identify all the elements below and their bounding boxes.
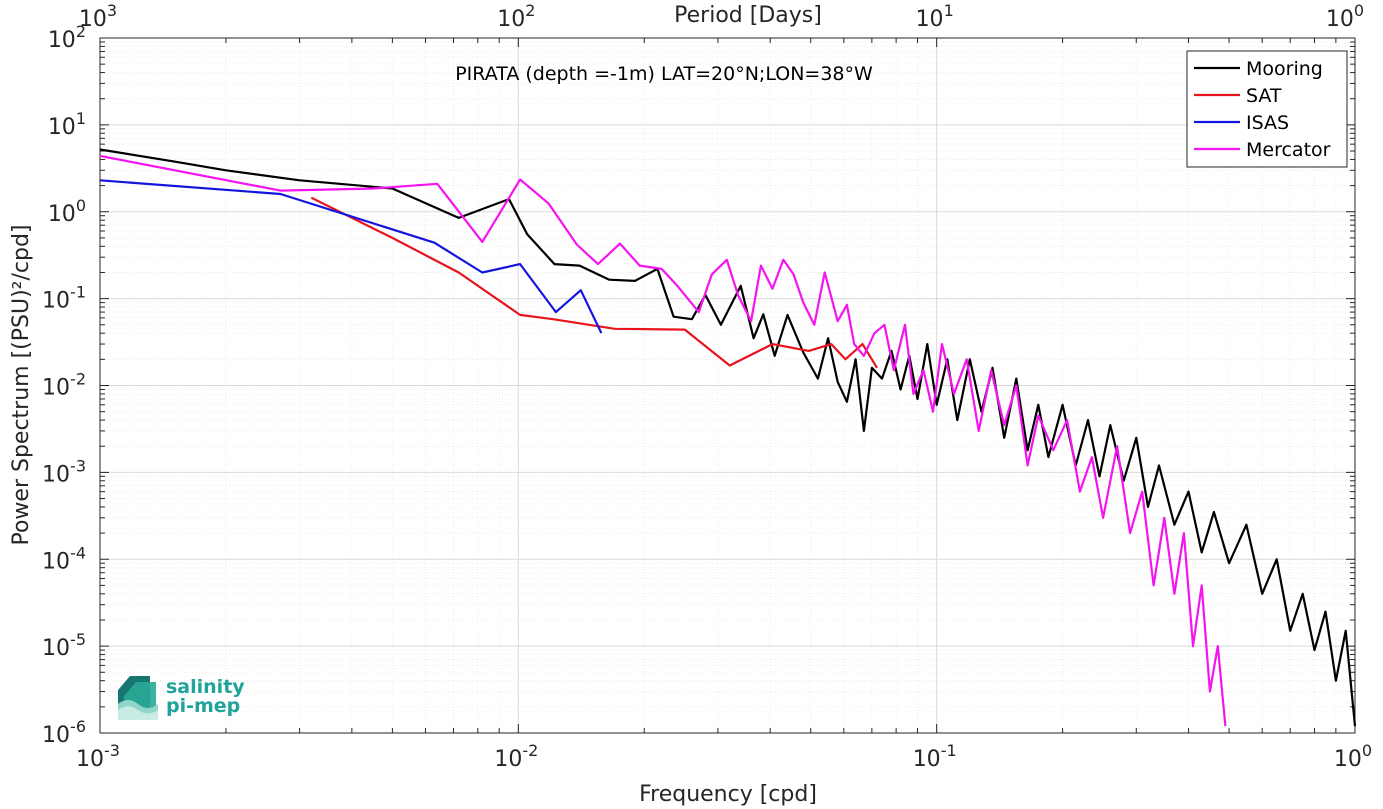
top-tick-label: 100 [1326, 1, 1364, 32]
y-tick-label: 10-5 [42, 630, 86, 661]
y-tick-label: 10-2 [42, 370, 86, 401]
y-tick-label: 10-4 [42, 543, 86, 574]
logo-mark-icon [118, 676, 158, 720]
data-series [99, 148, 1357, 727]
logo-text-pi-mep: pi-mep [166, 695, 240, 717]
x-tick-label: 10-3 [76, 741, 120, 772]
legend-label-isas: ISAS [1246, 112, 1289, 134]
x-axis-label: Frequency [cpd] [639, 782, 817, 807]
logo-text-salinity: salinity [166, 676, 245, 698]
x-tick-label: 10-1 [913, 741, 957, 772]
legend: Mooring SAT ISAS Mercator [1186, 50, 1348, 168]
salinity-pi-mep-logo: salinity pi-mep [118, 676, 245, 720]
chart-title: PIRATA (depth =-1m) LAT=20°N;LON=38°W [455, 63, 873, 85]
series-line-mooring [99, 148, 1357, 727]
legend-label-sat: SAT [1246, 85, 1282, 107]
tick-marks [99, 38, 1355, 734]
y-tick-label: 10-3 [42, 456, 86, 487]
top-tick-label: 103 [79, 1, 117, 32]
top-x-axis-label: Period [Days] [674, 3, 822, 28]
y-tick-label: 10-1 [42, 283, 86, 314]
legend-label-mercator: Mercator [1246, 139, 1331, 161]
y-axis-label: Power Spectrum [(PSU)²/cpd] [9, 224, 34, 545]
x-tick-label: 100 [1334, 741, 1372, 772]
series-line-isas [99, 179, 603, 334]
x-tick-label: 10-2 [494, 741, 538, 772]
legend-box [1186, 50, 1348, 168]
y-tick-label: 102 [48, 22, 86, 53]
y-tick-label: 100 [48, 196, 86, 227]
top-tick-label: 102 [497, 1, 535, 32]
legend-label-mooring: Mooring [1246, 58, 1323, 80]
grid [99, 38, 1355, 734]
top-tick-label: 101 [916, 1, 954, 32]
y-tick-label: 10-6 [42, 717, 86, 748]
y-tick-label: 101 [48, 109, 86, 140]
series-line-mercator [99, 154, 1227, 727]
series-line-sat [310, 196, 878, 369]
